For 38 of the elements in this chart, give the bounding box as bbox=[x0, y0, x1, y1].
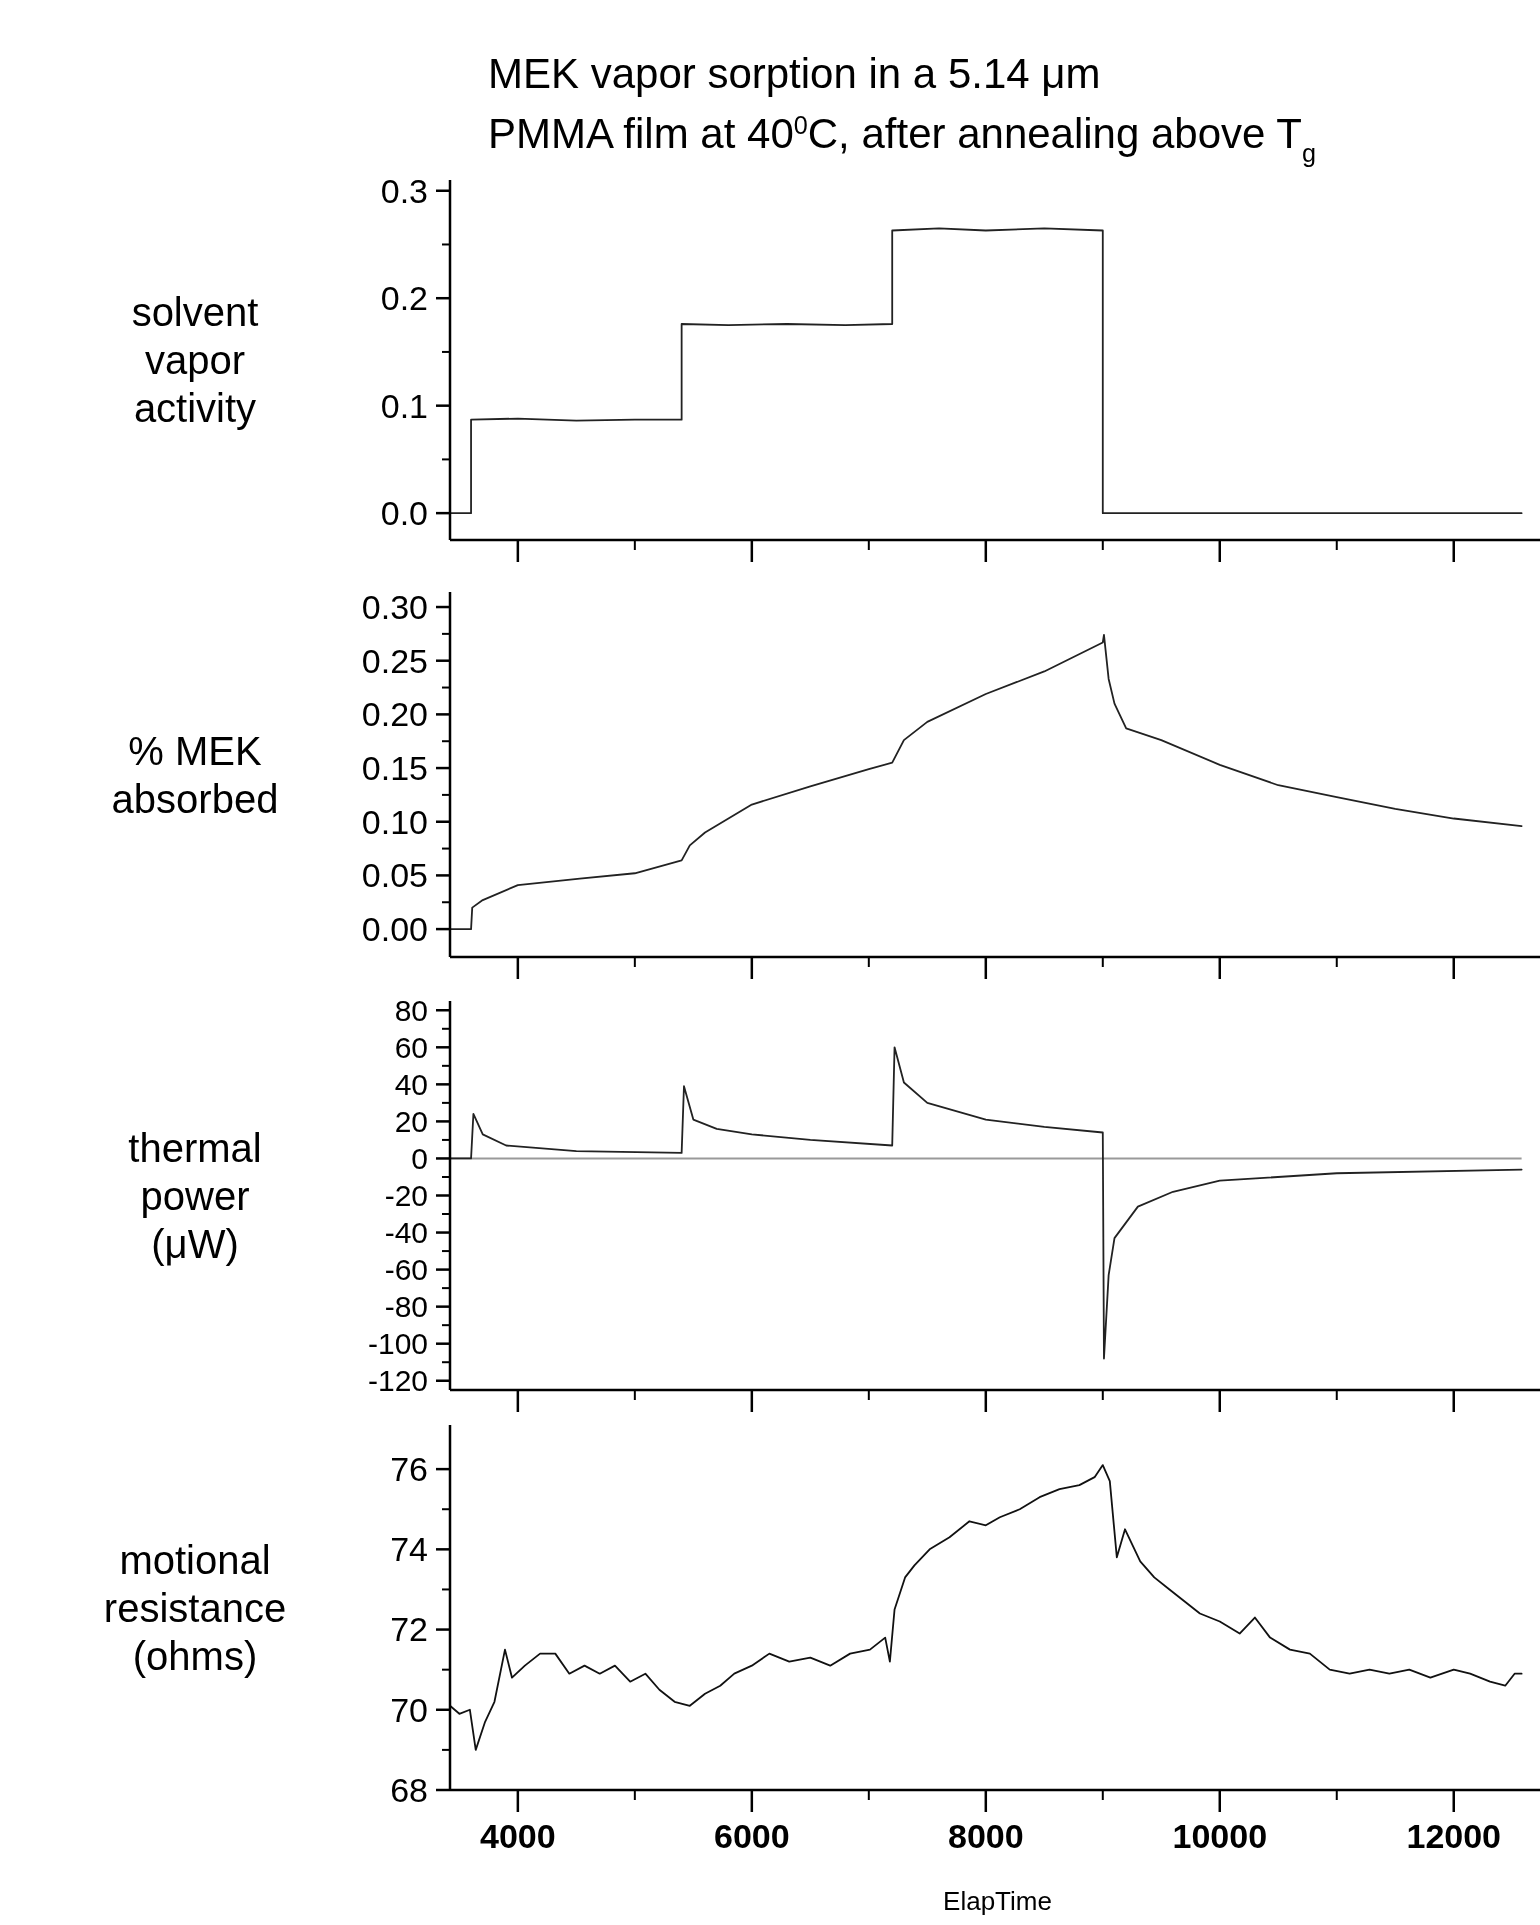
y-tick-label: -100 bbox=[367, 1327, 428, 1361]
y-tick-label: 72 bbox=[390, 1610, 428, 1649]
y-tick-label: 0.20 bbox=[361, 695, 428, 734]
y-tick-label: -120 bbox=[367, 1364, 428, 1398]
y-tick-label: 60 bbox=[394, 1030, 428, 1064]
y-tick-label: 0.30 bbox=[361, 587, 428, 626]
y-tick-label: -60 bbox=[384, 1253, 428, 1287]
y-axis-title: thermal power (μW) bbox=[128, 1125, 262, 1266]
x-tick-label: 4000 bbox=[480, 1817, 556, 1855]
y-tick-label: 0.10 bbox=[361, 802, 428, 841]
x-tick-label: 10000 bbox=[1172, 1817, 1268, 1855]
y-tick-label: 0.00 bbox=[361, 909, 428, 948]
x-tick-label: 12000 bbox=[1406, 1817, 1502, 1855]
y-tick-label: 0.15 bbox=[361, 748, 428, 787]
y-tick-label: 0.25 bbox=[361, 641, 428, 680]
y-tick-label: 0 bbox=[411, 1141, 428, 1175]
y-tick-label: 0.05 bbox=[361, 856, 428, 895]
y-tick-label: -80 bbox=[384, 1290, 428, 1324]
y-axis-title: motional resistance (ohms) bbox=[103, 1537, 287, 1678]
y-tick-label: -40 bbox=[384, 1216, 428, 1250]
y-tick-label: 20 bbox=[394, 1104, 428, 1138]
y-tick-label: 0.1 bbox=[380, 386, 428, 425]
y-tick-label: 0.0 bbox=[380, 494, 428, 533]
x-axis-title: ElapTime bbox=[943, 1886, 1052, 1916]
y-tick-label: 0.2 bbox=[380, 279, 428, 318]
y-tick-label: 68 bbox=[390, 1770, 428, 1809]
y-axis-title: % MEK absorbed bbox=[111, 728, 279, 821]
y-tick-label: 40 bbox=[394, 1067, 428, 1101]
x-tick-label: 6000 bbox=[714, 1817, 790, 1855]
y-tick-label: 76 bbox=[390, 1450, 428, 1489]
y-tick-label: 70 bbox=[390, 1690, 428, 1729]
y-tick-label: -20 bbox=[384, 1179, 428, 1212]
y-tick-label: 80 bbox=[394, 993, 428, 1027]
y-tick-label: 0.3 bbox=[380, 171, 428, 210]
y-axis-title: solvent vapor activity bbox=[131, 290, 259, 430]
chart-title: MEK vapor sorption in a 5.14 μm PMMA film at 40$^{0}$C, after annealing above T$_{g}$ bbox=[488, 50, 1317, 167]
y-tick-label: 74 bbox=[390, 1530, 428, 1569]
x-tick-label: 8000 bbox=[947, 1817, 1024, 1855]
